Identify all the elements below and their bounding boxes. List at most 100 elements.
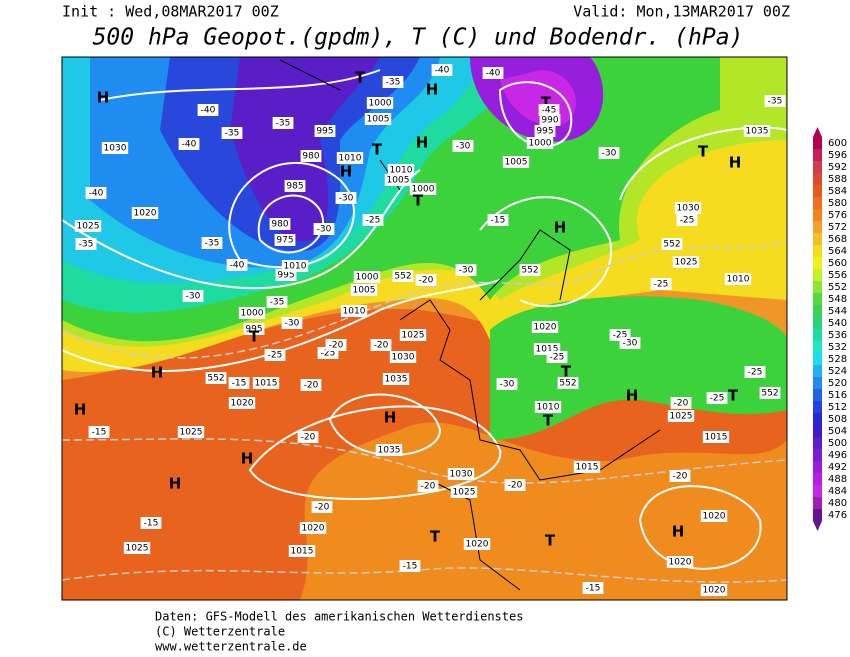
colorbar-tip <box>813 521 822 531</box>
label-box <box>463 538 491 550</box>
contour-label: -25 <box>710 394 725 404</box>
colorbar-swatch <box>813 461 822 473</box>
label-box <box>264 349 286 361</box>
colorbar-swatch <box>813 221 822 233</box>
label-box <box>724 273 752 285</box>
colorbar-label: 536 <box>828 330 847 341</box>
contour-label: 1010 <box>284 262 307 272</box>
label-box <box>364 113 392 125</box>
label-box <box>340 305 368 317</box>
colorbar-label: 528 <box>828 354 847 365</box>
contour-label: -40 <box>182 140 197 150</box>
pressure-center: T <box>698 143 709 161</box>
pressure-center: H <box>151 364 164 382</box>
label-box <box>228 377 250 389</box>
colorbar-label: 592 <box>828 162 847 173</box>
contour-label: 1025 <box>126 544 149 554</box>
label-box <box>353 271 381 283</box>
colorbar-swatch <box>813 341 822 353</box>
contour-label: 1035 <box>385 375 408 385</box>
colorbar-swatch <box>813 233 822 245</box>
label-box <box>182 290 204 302</box>
colorbar-label: 516 <box>828 390 847 401</box>
label-box <box>672 256 700 268</box>
contour-label: 1020 <box>669 558 692 568</box>
label-box <box>399 560 421 572</box>
contour-label: 995 <box>245 325 262 335</box>
label-box <box>452 140 474 152</box>
label-box <box>375 444 403 456</box>
colorbar-label: 540 <box>828 318 847 329</box>
label-box <box>482 67 504 79</box>
colorbar-swatch <box>813 389 822 401</box>
label-box <box>140 517 162 529</box>
colorbar-swatch <box>813 197 822 209</box>
contour-label: 552 <box>521 266 538 276</box>
label-box <box>284 180 306 192</box>
label-box <box>573 461 601 473</box>
contour-label: 1025 <box>670 412 693 422</box>
label-box <box>205 372 227 384</box>
pressure-center: H <box>384 409 397 427</box>
contour-label: -20 <box>374 341 389 351</box>
label-box <box>336 152 364 164</box>
contour-label: -30 <box>623 339 638 349</box>
label-box <box>399 329 427 341</box>
label-box <box>201 237 223 249</box>
contour-label: 1030 <box>104 144 127 154</box>
pressure-center: H <box>554 219 567 237</box>
valid-time: Valid: Mon,13MAR2017 00Z <box>573 3 790 21</box>
contour-label: 1020 <box>231 399 254 409</box>
label-box <box>743 125 771 137</box>
label-box <box>706 392 728 404</box>
label-box <box>123 542 151 554</box>
colorbar-swatch <box>813 401 822 413</box>
label-box <box>300 150 322 162</box>
colorbar-label: 596 <box>828 150 847 161</box>
contour-label: -25 <box>550 353 565 363</box>
contour-label: 1000 <box>241 309 264 319</box>
label-box <box>75 238 97 250</box>
label-box <box>502 156 530 168</box>
label-box <box>387 164 415 176</box>
label-box <box>382 373 410 385</box>
contour-label: 1000 <box>412 185 435 195</box>
label-box <box>487 214 509 226</box>
label-box <box>409 183 437 195</box>
label-box <box>101 142 129 154</box>
label-box <box>531 321 559 333</box>
pressure-center: H <box>416 134 429 152</box>
label-box <box>382 76 404 88</box>
contour-label: 1025 <box>180 428 203 438</box>
contour-label: -40 <box>201 106 216 116</box>
label-box <box>519 264 541 276</box>
contour-label: -25 <box>268 351 283 361</box>
contour-label: -15 <box>586 584 601 594</box>
contour-label: 1030 <box>450 470 473 480</box>
label-box <box>744 366 766 378</box>
map-title: 500 hPa Geopot.(gpdm), T (C) und Bodendr… <box>93 25 744 51</box>
contour-label: -30 <box>317 225 332 235</box>
contour-label: 1010 <box>343 307 366 317</box>
label-box <box>415 274 437 286</box>
init-time: Init : Wed,08MAR2017 00Z <box>62 3 279 21</box>
label-box <box>619 337 641 349</box>
contour-label: 1015 <box>536 345 559 355</box>
contour-label: -20 <box>419 276 434 286</box>
contour-label: -25 <box>654 280 669 290</box>
label-box <box>238 307 266 319</box>
colorbar-swatch <box>813 305 822 317</box>
pressure-center: T <box>728 387 739 405</box>
contour-label: -35 <box>276 119 291 129</box>
contour-label: -20 <box>315 503 330 513</box>
contour-label: 995 <box>277 271 294 281</box>
colorbar-label: 520 <box>828 378 847 389</box>
contour-label: -20 <box>674 399 689 409</box>
contour-label: -35 <box>205 239 220 249</box>
contour-label: -25 <box>321 349 336 359</box>
label-box <box>417 480 439 492</box>
colorbar-label: 488 <box>828 474 847 485</box>
contour-label: 1010 <box>727 275 750 285</box>
contour-label: 1025 <box>402 331 425 341</box>
contour-label: 1020 <box>302 524 325 534</box>
